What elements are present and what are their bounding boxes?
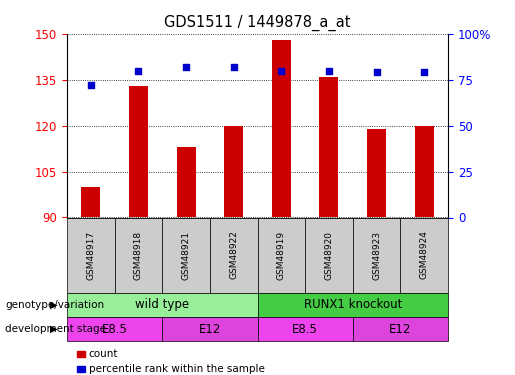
- Point: [134, 68, 143, 74]
- Text: E8.5: E8.5: [292, 322, 318, 336]
- Bar: [177, 147, 196, 218]
- Text: genotype/variation: genotype/variation: [5, 300, 104, 310]
- Bar: [319, 76, 338, 218]
- Text: GSM48918: GSM48918: [134, 230, 143, 280]
- Bar: [129, 86, 148, 218]
- Text: GSM48917: GSM48917: [87, 230, 95, 280]
- Text: GSM48920: GSM48920: [324, 231, 333, 279]
- Text: count: count: [89, 350, 118, 359]
- Bar: [81, 187, 100, 218]
- Text: GSM48923: GSM48923: [372, 231, 381, 279]
- Text: E8.5: E8.5: [101, 322, 128, 336]
- Title: GDS1511 / 1449878_a_at: GDS1511 / 1449878_a_at: [164, 15, 351, 31]
- Text: ▶: ▶: [50, 300, 58, 310]
- Point: [372, 69, 381, 75]
- Text: GSM48924: GSM48924: [420, 231, 428, 279]
- Text: development stage: development stage: [5, 324, 106, 334]
- Text: GSM48922: GSM48922: [229, 231, 238, 279]
- Point: [182, 64, 190, 70]
- Text: E12: E12: [199, 322, 221, 336]
- Bar: [272, 40, 291, 218]
- Bar: [224, 126, 243, 218]
- Point: [230, 64, 238, 70]
- Text: ▶: ▶: [50, 324, 58, 334]
- Text: GSM48921: GSM48921: [182, 231, 191, 279]
- Bar: [367, 129, 386, 217]
- Bar: [415, 126, 434, 218]
- Text: RUNX1 knockout: RUNX1 knockout: [303, 298, 402, 311]
- Point: [87, 82, 95, 88]
- Text: percentile rank within the sample: percentile rank within the sample: [89, 364, 265, 374]
- Text: E12: E12: [389, 322, 411, 336]
- Point: [325, 68, 333, 74]
- Text: GSM48919: GSM48919: [277, 230, 286, 280]
- Point: [277, 68, 285, 74]
- Point: [420, 69, 428, 75]
- Text: wild type: wild type: [135, 298, 190, 311]
